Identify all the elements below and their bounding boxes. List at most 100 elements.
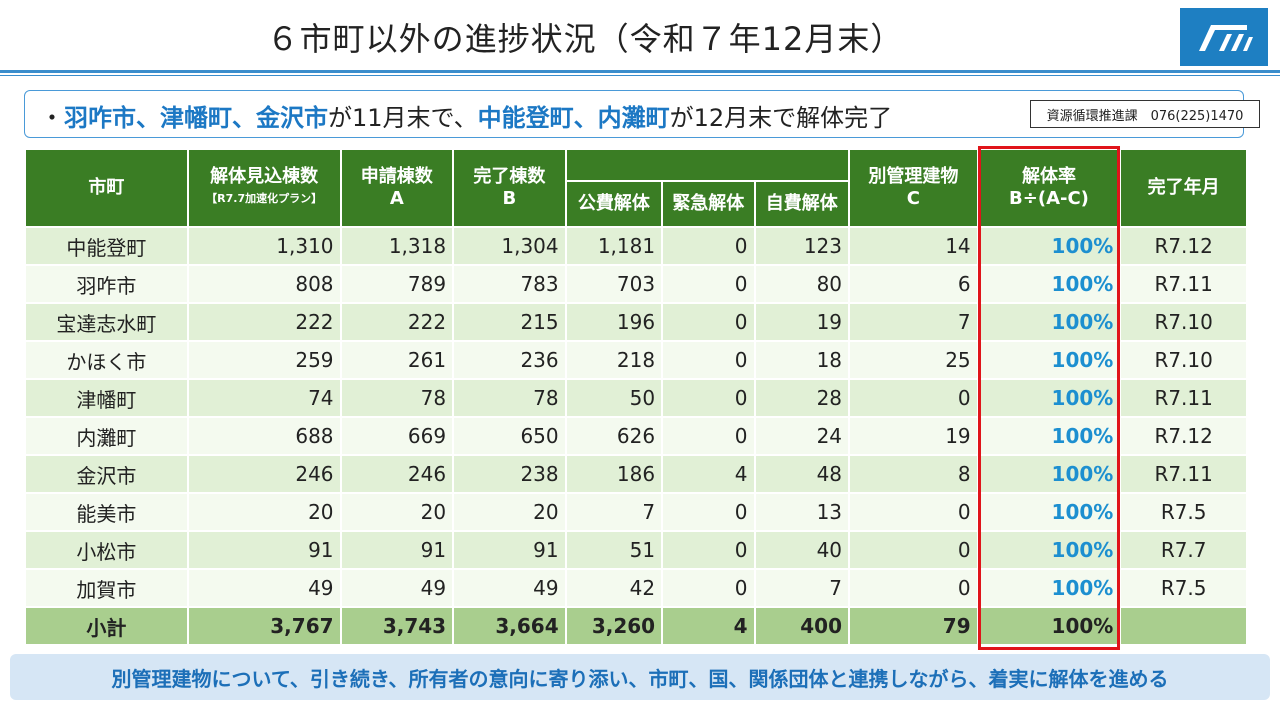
cell-separate: 0 [850, 570, 977, 606]
logo-icon [1199, 25, 1253, 51]
cell-public: 1,181 [566, 228, 662, 264]
total-month [1121, 608, 1246, 644]
cell-self: 18 [755, 342, 849, 378]
table-row: 加賀市 49 49 49 42 0 7 0 100% R7.5 [26, 570, 1246, 606]
total-public: 3,260 [566, 608, 662, 644]
cell-month: R7.5 [1121, 494, 1246, 530]
cell-separate: 7 [850, 304, 977, 340]
cell-separate: 14 [850, 228, 977, 264]
cell-done: 783 [454, 266, 565, 302]
cell-emergency: 0 [663, 380, 754, 416]
cell-month: R7.7 [1121, 532, 1246, 568]
total-emergency: 4 [663, 608, 754, 644]
cell-month: R7.11 [1121, 380, 1246, 416]
header-done: 完了棟数 B [454, 150, 565, 226]
header-emergency: 緊急解体 [663, 182, 754, 226]
cell-month: R7.11 [1121, 456, 1246, 492]
cell-self: 19 [755, 304, 849, 340]
cell-public: 218 [566, 342, 662, 378]
table-row: 宝達志水町 222 222 215 196 0 19 7 100% R7.10 [26, 304, 1246, 340]
table-row: 能美市 20 20 20 7 0 13 0 100% R7.5 [26, 494, 1246, 530]
cell-estimate: 222 [188, 304, 340, 340]
cell-emergency: 0 [663, 570, 754, 606]
cell-emergency: 0 [663, 532, 754, 568]
cell-name: 羽咋市 [26, 266, 187, 302]
cell-name: 津幡町 [26, 380, 187, 416]
prefecture-logo [1180, 8, 1268, 66]
summary-text-2: が12月末で解体完了 [669, 104, 893, 132]
cell-self: 24 [755, 418, 849, 454]
cell-name: かほく市 [26, 342, 187, 378]
cell-estimate: 91 [188, 532, 340, 568]
table-row: 羽咋市 808 789 783 703 0 80 6 100% R7.11 [26, 266, 1246, 302]
table-row: かほく市 259 261 236 218 0 18 25 100% R7.10 [26, 342, 1246, 378]
contact-info: 資源循環推進課 076(225)1470 [1030, 100, 1260, 128]
progress-table: 市町 解体見込棟数 【R7.7加速化プラン】 申請棟数 A 完了棟数 B 別管理建物 C… [24, 148, 1248, 646]
cell-rate: 100% [978, 266, 1120, 302]
cell-month: R7.12 [1121, 418, 1246, 454]
summary-text-1: が11月末で、 [328, 104, 478, 132]
total-separate: 79 [850, 608, 977, 644]
header-rate: 解体率 B÷(A-C) [978, 150, 1120, 226]
header-done-breakdown [566, 150, 849, 180]
cell-self: 13 [755, 494, 849, 530]
cell-self: 40 [755, 532, 849, 568]
total-rate: 100% [978, 608, 1120, 644]
cell-estimate: 688 [188, 418, 340, 454]
cell-done: 236 [454, 342, 565, 378]
total-estimate: 3,767 [188, 608, 340, 644]
cell-self: 123 [755, 228, 849, 264]
cell-applied: 669 [341, 418, 453, 454]
summary-text: ・羽咋市、津幡町、金沢市が11月末で、中能登町、内灘町が12月末で解体完了 [40, 98, 892, 133]
cell-rate: 100% [978, 532, 1120, 568]
title-divider [0, 70, 1280, 73]
header-public: 公費解体 [566, 182, 662, 226]
header-self: 自費解体 [755, 182, 849, 226]
cell-self: 28 [755, 380, 849, 416]
header-applied: 申請棟数 A [341, 150, 453, 226]
header-estimate: 解体見込棟数 【R7.7加速化プラン】 [188, 150, 340, 226]
cell-rate: 100% [978, 380, 1120, 416]
cell-done: 20 [454, 494, 565, 530]
cell-month: R7.10 [1121, 304, 1246, 340]
cell-rate: 100% [978, 456, 1120, 492]
header-separate: 別管理建物 C [850, 150, 977, 226]
cell-emergency: 0 [663, 494, 754, 530]
total-self: 400 [755, 608, 849, 644]
cell-name: 小松市 [26, 532, 187, 568]
cell-month: R7.5 [1121, 570, 1246, 606]
cell-rate: 100% [978, 494, 1120, 530]
cell-applied: 246 [341, 456, 453, 492]
cell-month: R7.11 [1121, 266, 1246, 302]
cell-done: 49 [454, 570, 565, 606]
cell-name: 内灘町 [26, 418, 187, 454]
cell-applied: 1,318 [341, 228, 453, 264]
summary-highlight-1: 羽咋市、津幡町、金沢市 [64, 104, 328, 132]
cell-separate: 19 [850, 418, 977, 454]
total-applied: 3,743 [341, 608, 453, 644]
cell-public: 186 [566, 456, 662, 492]
title-divider-thin [0, 75, 1280, 76]
cell-applied: 789 [341, 266, 453, 302]
cell-estimate: 74 [188, 380, 340, 416]
cell-rate: 100% [978, 228, 1120, 264]
cell-done: 91 [454, 532, 565, 568]
bullet-dot: ・ [40, 104, 64, 132]
total-name: 小計 [26, 608, 187, 644]
cell-public: 7 [566, 494, 662, 530]
cell-name: 加賀市 [26, 570, 187, 606]
cell-separate: 6 [850, 266, 977, 302]
cell-applied: 20 [341, 494, 453, 530]
cell-self: 48 [755, 456, 849, 492]
summary-highlight-2: 中能登町、内灘町 [477, 104, 670, 132]
cell-month: R7.12 [1121, 228, 1246, 264]
cell-public: 196 [566, 304, 662, 340]
cell-public: 51 [566, 532, 662, 568]
table-row: 中能登町 1,310 1,318 1,304 1,181 0 123 14 100% R7.12 [26, 228, 1246, 264]
cell-emergency: 0 [663, 418, 754, 454]
cell-done: 1,304 [454, 228, 565, 264]
cell-done: 215 [454, 304, 565, 340]
cell-name: 金沢市 [26, 456, 187, 492]
cell-applied: 91 [341, 532, 453, 568]
cell-separate: 25 [850, 342, 977, 378]
